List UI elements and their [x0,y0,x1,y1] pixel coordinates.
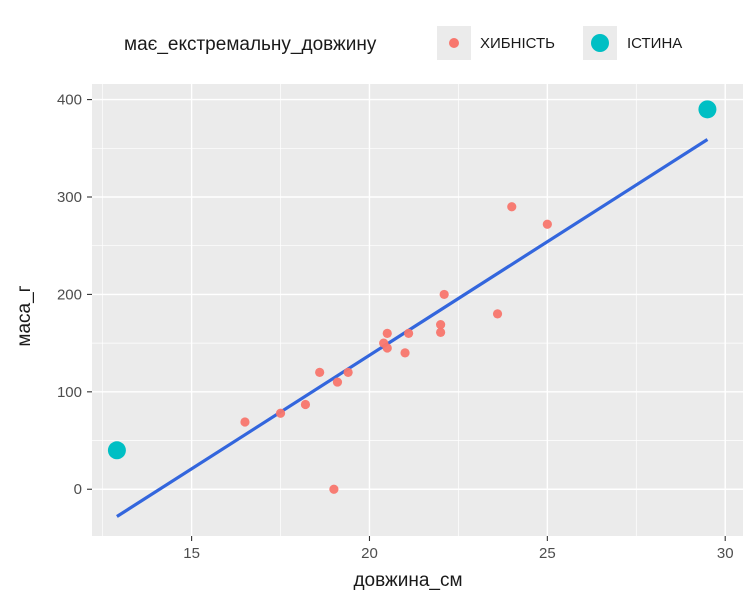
data-point-false [382,343,392,353]
y-tick-label: 0 [74,481,82,498]
data-point-false [329,484,339,494]
data-point-false [240,417,250,427]
data-point-false [436,327,446,338]
points-group [107,100,717,494]
data-point-false [300,399,311,410]
trend-line [116,138,709,518]
data-point-false [343,367,353,377]
y-axis-title: маса_г [14,285,35,346]
x-tick-label: 30 [717,545,734,562]
data-point-false [382,328,392,338]
data-point-false [542,219,552,229]
x-tick-label: 20 [361,545,378,562]
data-point-true [698,100,717,119]
y-axis: 0 100 200 300 400 [57,92,92,498]
legend-marker-true [591,34,609,52]
legend-label-false: ХИБНІСТЬ [480,35,555,52]
x-tick-label: 15 [183,545,200,562]
data-point-false [404,328,414,338]
grid-major [92,84,743,536]
x-tick-label: 25 [539,545,556,562]
legend-marker-false [449,38,459,48]
x-axis-title: довжина_см [353,570,462,591]
legend: має_екстремальну_довжину ХИБНІСТЬ ІСТИНА [124,26,682,60]
data-point-false [439,289,449,300]
y-tick-label: 400 [57,92,82,109]
y-tick-label: 200 [57,286,82,303]
data-point-false [436,320,446,330]
x-axis: 15 20 25 30 [183,536,734,562]
data-point-false [332,377,343,387]
data-point-false [492,309,503,319]
data-point-false [315,367,325,377]
legend-label-true: ІСТИНА [627,35,682,52]
data-point-false [400,348,410,358]
y-tick-label: 300 [57,189,82,206]
legend-entry-true: ІСТИНА [583,26,682,60]
data-point-false [507,202,517,212]
trend-line-group [116,138,709,518]
data-point-true [107,441,126,460]
legend-entry-false: ХИБНІСТЬ [437,26,555,60]
grid-minor [92,84,743,536]
data-point-false [275,408,286,418]
y-tick-label: 100 [57,384,82,401]
legend-title: має_екстремальну_довжину [124,34,377,55]
plot-panel [92,84,743,536]
